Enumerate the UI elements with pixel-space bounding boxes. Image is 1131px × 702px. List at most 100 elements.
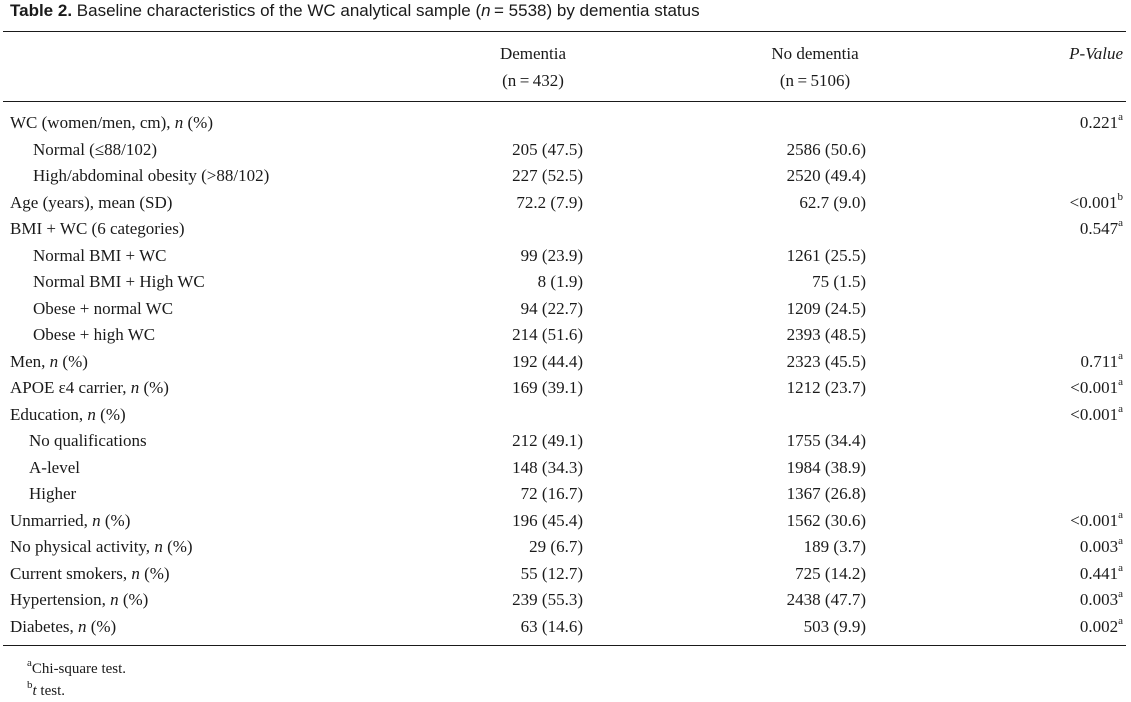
cell-pvalue: 0.711a (1080, 349, 1123, 373)
cell-pvalue: 0.547a (1080, 218, 1123, 240)
cell-no-dementia-text: 1562 (30.6) (786, 510, 866, 530)
cell-dementia-text: 239 (55.3) (512, 590, 583, 609)
cell-dementia-text: 205 (47.5) (512, 139, 583, 159)
cell-pvalue-text: <0.001 (1070, 404, 1119, 424)
header-no-dementia: No dementia (771, 44, 859, 63)
table-row: Obese + normal WC 94 (22.7) 1209 (24.5) (0, 296, 1131, 323)
cell-pvalue-text: 0.003 (1079, 590, 1119, 609)
cell-dementia: 205 (47.5) (512, 139, 583, 161)
table-row: Current smokers, n (%) 55 (12.7) 725 (14.2… (0, 561, 1131, 588)
table-row: Men, n (%) 192 (44.4) 2323 (45.5) 0.711a (0, 349, 1131, 376)
table-row: High/abdominal obesity (>88/102) 227 (52.… (0, 163, 1131, 190)
row-label: Normal (≤88/102) (33, 139, 157, 161)
row-label-text: Higher (29, 484, 77, 503)
cell-no-dementia-text: 62.7 (9.0) (799, 192, 866, 212)
table-caption-text: Baseline characteristics of the WC analy… (72, 1, 482, 20)
row-label-text: Obese + normal WC (33, 298, 174, 318)
header-pvalue: P-Value (1069, 43, 1123, 65)
cell-dementia-text: 148 (34.3) (512, 457, 583, 477)
cell-dementia: 99 (23.9) (521, 245, 583, 267)
cell-pvalue: 0.221a (1080, 112, 1123, 134)
cell-no-dementia: 2393 (48.5) (787, 324, 866, 346)
cell-pvalue: 0.441a (1080, 562, 1123, 585)
cell-dementia: 214 (51.6) (512, 324, 583, 346)
cell-pvalue-text: <0.001 (1070, 510, 1119, 530)
row-label-text: Normal (≤88/102) (33, 139, 158, 159)
row-label: No physical activity, n (%) (10, 536, 193, 558)
cell-pvalue: <0.001a (1070, 402, 1123, 426)
cell-dementia: 212 (49.1) (512, 430, 583, 452)
cell-pvalue-text: <0.001 (1070, 378, 1119, 397)
cell-no-dementia-text: 2393 (48.5) (786, 325, 866, 344)
row-label-text: Normal BMI + High WC (33, 272, 205, 291)
cell-pvalue-footnote-mark: a (1118, 614, 1123, 627)
table-row: BMI + WC (6 categories) 0.547a (0, 216, 1131, 243)
cell-dementia-text: 212 (49.1) (512, 431, 583, 450)
cell-dementia: 94 (22.7) (521, 298, 583, 320)
row-label-text: No physical activity, n (%) (10, 537, 193, 556)
row-label: Education, n (%) (10, 404, 126, 426)
cell-no-dementia: 2438 (47.7) (787, 589, 866, 611)
cell-pvalue-footnote-mark: a (1118, 349, 1123, 362)
cell-pvalue-footnote-mark: a (1118, 535, 1123, 548)
table-row: Normal BMI + WC 99 (23.9) 1261 (25.5) (0, 243, 1131, 270)
header-rule (3, 101, 1126, 102)
cell-no-dementia: 1212 (23.7) (787, 377, 866, 399)
footnote-a: aChi-square test. (27, 657, 126, 679)
row-label: No qualifications (29, 430, 147, 452)
cell-no-dementia-text: 1755 (34.4) (786, 431, 866, 450)
table-row: APOE ε4 carrier, n (%) 169 (39.1) 1212 (23… (0, 375, 1131, 402)
row-label: Normal BMI + WC (33, 245, 166, 267)
header-no-dementia-n: (n = 5106) (779, 71, 851, 90)
row-label: Unmarried, n (%) (10, 510, 130, 532)
header-dementia-n: (n = 432) (502, 71, 564, 90)
table-row: Normal BMI + High WC 8 (1.9) 75 (1.5) (0, 269, 1131, 296)
cell-no-dementia-text: 1212 (23.7) (786, 378, 866, 397)
header-pvalue-text: P-Value (1069, 44, 1123, 63)
cell-pvalue-text: 0.003 (1079, 537, 1119, 556)
cell-dementia-text: 63 (14.6) (520, 616, 583, 636)
cell-pvalue-text: 0.711 (1080, 351, 1119, 371)
cell-dementia-text: 99 (23.9) (520, 245, 583, 265)
row-label-text: Hypertension, n (%) (10, 590, 149, 609)
cell-pvalue-footnote-mark: a (1118, 376, 1123, 389)
cell-no-dementia-text: 1984 (38.9) (786, 457, 866, 477)
cell-dementia: 63 (14.6) (521, 616, 583, 638)
table-body: WC (women/men, cm), n (%) 0.221a Normal (≤… (0, 110, 1131, 640)
row-label: Higher (29, 483, 76, 505)
table-row: WC (women/men, cm), n (%) 0.221a (0, 110, 1131, 137)
cell-pvalue-footnote-mark: a (1118, 111, 1123, 124)
cell-dementia-text: 72 (16.7) (520, 484, 583, 503)
table-row: No physical activity, n (%) 29 (6.7) 189 (… (0, 534, 1131, 561)
cell-dementia-text: 94 (22.7) (520, 298, 583, 318)
cell-no-dementia: 1367 (26.8) (787, 483, 866, 505)
row-label-text: Men, n (%) (10, 351, 88, 371)
bottom-rule (3, 645, 1126, 646)
cell-pvalue: 0.002a (1080, 614, 1123, 638)
row-label-text: Obese + high WC (33, 325, 156, 344)
cell-no-dementia: 1209 (24.5) (787, 298, 866, 320)
table-caption: Table 2. Baseline characteristics of the… (10, 0, 700, 22)
row-label-text: No qualifications (29, 431, 147, 450)
top-rule (3, 31, 1126, 32)
footnote-a-mark: a (27, 657, 32, 669)
cell-no-dementia: 1984 (38.9) (787, 457, 866, 479)
row-label-text: APOE ε4 carrier, n (%) (10, 378, 169, 397)
row-label: Obese + high WC (33, 324, 155, 346)
row-label: Men, n (%) (10, 351, 88, 373)
cell-dementia: 72 (16.7) (521, 483, 583, 505)
row-label: A-level (29, 457, 80, 479)
cell-no-dementia-text: 503 (9.9) (803, 616, 866, 636)
table-row: Normal (≤88/102) 205 (47.5) 2586 (50.6) (0, 137, 1131, 164)
cell-no-dementia: 75 (1.5) (812, 271, 866, 293)
table-row: Unmarried, n (%) 196 (45.4) 1562 (30.6) <0.… (0, 508, 1131, 535)
cell-no-dementia: 2323 (45.5) (787, 351, 866, 373)
table-caption-label: Table 2. (10, 1, 73, 20)
table-row: Hypertension, n (%) 239 (55.3) 2438 (47.7)… (0, 587, 1131, 614)
cell-pvalue-footnote-mark: a (1118, 402, 1123, 415)
cell-pvalue: 0.003a (1080, 536, 1123, 558)
cell-no-dementia-text: 75 (1.5) (812, 272, 866, 291)
cell-dementia-text: 72.2 (7.9) (516, 192, 583, 212)
cell-dementia: 148 (34.3) (512, 457, 583, 479)
